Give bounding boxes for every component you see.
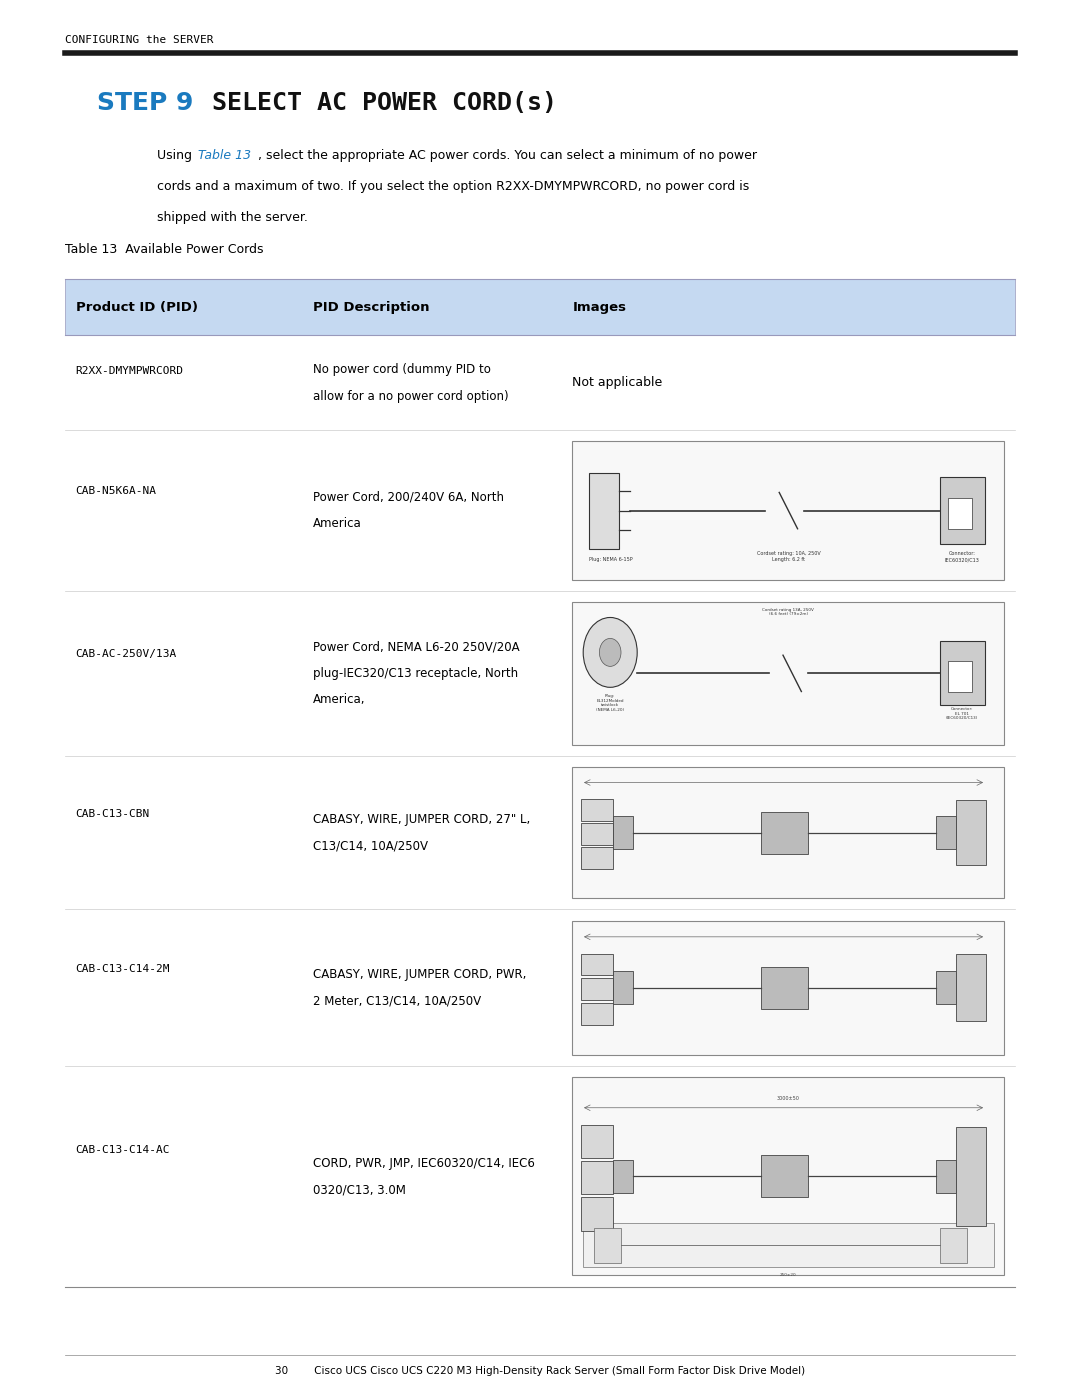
- Text: plug-IEC320/C13 receptacle, North: plug-IEC320/C13 receptacle, North: [313, 666, 518, 680]
- Bar: [65, 430, 1015, 591]
- Bar: [581, 848, 613, 869]
- Bar: [65, 756, 1015, 909]
- Text: Product ID (PID): Product ID (PID): [76, 300, 198, 314]
- Bar: [760, 1155, 809, 1197]
- Bar: [948, 661, 972, 692]
- Text: CONFIGURING the SERVER: CONFIGURING the SERVER: [65, 35, 214, 45]
- Text: Cordset rating: 10A, 250V
Length: 6.2 ft: Cordset rating: 10A, 250V Length: 6.2 ft: [756, 552, 821, 562]
- Text: Images: Images: [572, 300, 626, 314]
- Text: STEP 9: STEP 9: [97, 91, 193, 115]
- Text: America,: America,: [313, 693, 366, 707]
- Text: Connector:
EL 701
(IEC60320/C13): Connector: EL 701 (IEC60320/C13): [946, 707, 978, 721]
- Bar: [936, 816, 956, 849]
- Bar: [956, 799, 986, 866]
- Bar: [581, 1161, 613, 1194]
- Text: R2XX-DMYMPWRCORD: R2XX-DMYMPWRCORD: [76, 366, 184, 376]
- Text: 250±20: 250±20: [780, 1273, 797, 1277]
- Bar: [940, 641, 985, 705]
- Text: CABASY, WIRE, JUMPER CORD, PWR,: CABASY, WIRE, JUMPER CORD, PWR,: [313, 968, 527, 981]
- Bar: [65, 1066, 1015, 1287]
- Text: CAB-C13-C14-2M: CAB-C13-C14-2M: [76, 964, 171, 974]
- Text: Connector:
IEC60320/C13: Connector: IEC60320/C13: [945, 552, 980, 562]
- Bar: [572, 441, 1004, 580]
- Bar: [581, 1197, 613, 1231]
- Text: CAB-C13-CBN: CAB-C13-CBN: [76, 809, 150, 819]
- Text: Table 13  Available Power Cords: Table 13 Available Power Cords: [65, 243, 264, 256]
- Text: Power Cord, NEMA L6-20 250V/20A: Power Cord, NEMA L6-20 250V/20A: [313, 640, 519, 654]
- Text: cords and a maximum of two. If you select the option R2XX-DMYMPWRCORD, no power : cords and a maximum of two. If you selec…: [157, 180, 748, 193]
- Text: Not applicable: Not applicable: [572, 376, 663, 390]
- Text: Power Cord, 200/240V 6A, North: Power Cord, 200/240V 6A, North: [313, 490, 504, 504]
- Bar: [65, 591, 1015, 756]
- Text: 0320/C13, 3.0M: 0320/C13, 3.0M: [313, 1183, 406, 1196]
- Text: CORD, PWR, JMP, IEC60320/C14, IEC6: CORD, PWR, JMP, IEC60320/C14, IEC6: [313, 1157, 535, 1169]
- Text: Table 13: Table 13: [198, 149, 251, 162]
- Bar: [613, 816, 633, 849]
- Text: shipped with the server.: shipped with the server.: [157, 211, 308, 224]
- Bar: [613, 1160, 633, 1193]
- Bar: [760, 967, 809, 1009]
- Text: PID Description: PID Description: [313, 300, 430, 314]
- Bar: [583, 1224, 994, 1267]
- Text: , select the appropriate AC power cords. You can select a minimum of no power: , select the appropriate AC power cords.…: [258, 149, 757, 162]
- Bar: [572, 921, 1004, 1055]
- Bar: [581, 954, 613, 975]
- Bar: [65, 909, 1015, 1066]
- Text: SELECT AC POWER CORD(s): SELECT AC POWER CORD(s): [167, 91, 557, 115]
- Text: CAB-N5K6A-NA: CAB-N5K6A-NA: [76, 486, 157, 496]
- Bar: [760, 812, 809, 854]
- Bar: [572, 1077, 1004, 1275]
- Circle shape: [599, 638, 621, 666]
- Bar: [956, 954, 986, 1021]
- Bar: [613, 971, 633, 1004]
- Text: CAB-AC-250V/13A: CAB-AC-250V/13A: [76, 648, 177, 658]
- Bar: [581, 1125, 613, 1158]
- Bar: [572, 767, 1004, 898]
- Text: 30        Cisco UCS Cisco UCS C220 M3 High-Density Rack Server (Small Form Facto: 30 Cisco UCS Cisco UCS C220 M3 High-Dens…: [275, 1366, 805, 1376]
- Bar: [581, 823, 613, 845]
- Text: Plug:
EL312Molded
twistlock
(NEMA L6-20): Plug: EL312Molded twistlock (NEMA L6-20): [596, 694, 624, 712]
- Text: CABASY, WIRE, JUMPER CORD, 27" L,: CABASY, WIRE, JUMPER CORD, 27" L,: [313, 813, 530, 826]
- Bar: [956, 1126, 986, 1227]
- Bar: [940, 478, 985, 543]
- Text: 3000±50: 3000±50: [777, 1095, 800, 1101]
- Bar: [936, 971, 956, 1004]
- Bar: [936, 1160, 956, 1193]
- Text: America: America: [313, 517, 362, 531]
- Bar: [581, 1003, 613, 1024]
- Bar: [65, 335, 1015, 430]
- Text: Cordset rating 13A, 250V
(6.6 feet) (79±2m): Cordset rating 13A, 250V (6.6 feet) (79±…: [762, 608, 814, 616]
- Bar: [65, 279, 1015, 335]
- Text: 2 Meter, C13/C14, 10A/250V: 2 Meter, C13/C14, 10A/250V: [313, 995, 482, 1007]
- Bar: [589, 472, 619, 549]
- Bar: [572, 602, 1004, 745]
- Text: C13/C14, 10A/250V: C13/C14, 10A/250V: [313, 840, 428, 852]
- Bar: [940, 1228, 967, 1263]
- Circle shape: [583, 617, 637, 687]
- Text: Plug: NEMA 6-15P: Plug: NEMA 6-15P: [589, 557, 632, 562]
- Bar: [948, 499, 972, 529]
- Text: CAB-C13-C14-AC: CAB-C13-C14-AC: [76, 1144, 171, 1155]
- Bar: [594, 1228, 621, 1263]
- Text: allow for a no power cord option): allow for a no power cord option): [313, 390, 509, 402]
- Bar: [581, 978, 613, 1000]
- Bar: [581, 799, 613, 820]
- Text: Using: Using: [157, 149, 195, 162]
- Text: No power cord (dummy PID to: No power cord (dummy PID to: [313, 363, 491, 376]
